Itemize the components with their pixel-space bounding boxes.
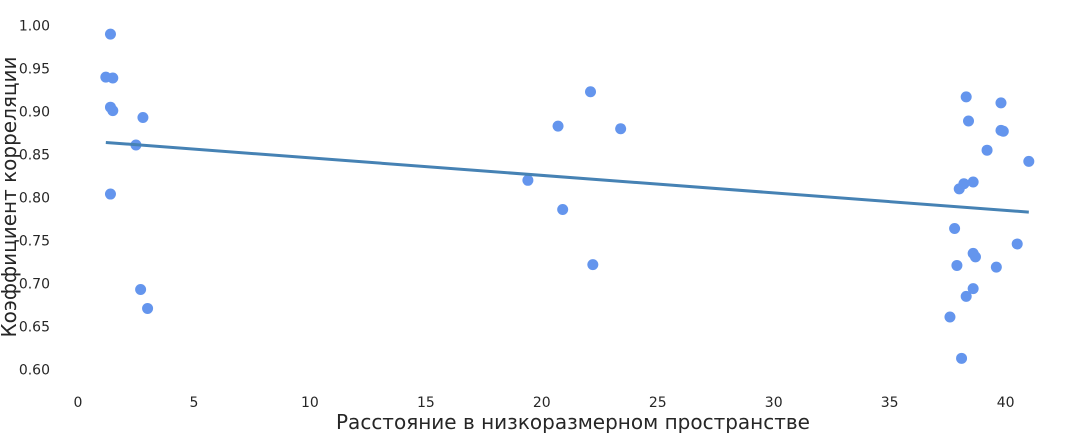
x-axis-label: Расстояние в низкоразмерном пространстве	[336, 410, 810, 433]
data-point	[104, 28, 116, 40]
data-point	[552, 120, 564, 132]
y-tick-label: 0.80	[19, 191, 50, 207]
data-point	[967, 176, 979, 188]
y-tick-label: 0.95	[19, 62, 50, 78]
data-point	[1023, 155, 1035, 167]
data-point	[107, 72, 119, 84]
data-point	[995, 97, 1007, 109]
scatter-points	[100, 28, 1035, 364]
data-point	[522, 174, 534, 186]
y-tick-label: 0.90	[19, 105, 50, 121]
data-point	[958, 178, 970, 190]
x-tick-label: 15	[417, 395, 435, 411]
x-tick-label: 40	[997, 395, 1015, 411]
trend-line	[105, 140, 1029, 214]
x-tick-label: 5	[189, 395, 198, 411]
data-point	[963, 115, 975, 127]
data-point	[135, 284, 147, 296]
y-tick-label: 0.75	[19, 234, 50, 250]
data-point	[981, 144, 993, 156]
y-axis-ticks: 0.60 0.65 0.70 0.75 0.80 0.85 0.90 0.95 1.00	[19, 19, 50, 379]
data-point	[137, 112, 149, 124]
y-tick-label: 0.65	[19, 320, 50, 336]
x-tick-label: 0	[74, 395, 83, 411]
y-tick-label: 0.70	[19, 277, 50, 293]
data-point	[585, 86, 597, 98]
x-tick-label: 20	[533, 395, 551, 411]
data-point	[997, 125, 1009, 137]
data-point	[949, 222, 961, 234]
data-point	[960, 91, 972, 103]
data-point	[969, 251, 981, 263]
data-point	[104, 188, 116, 200]
data-point	[587, 259, 599, 271]
x-tick-label: 10	[301, 395, 319, 411]
y-axis-label: Коэффициент корреляции	[0, 56, 21, 337]
data-point	[990, 261, 1002, 273]
y-tick-label: 0.85	[19, 148, 50, 164]
data-point	[615, 123, 627, 135]
x-tick-label: 35	[881, 395, 899, 411]
data-point	[960, 290, 972, 302]
data-point	[1011, 238, 1023, 250]
data-point	[142, 302, 154, 314]
data-point	[557, 204, 569, 216]
x-tick-label: 25	[649, 395, 667, 411]
y-tick-label: 0.60	[19, 363, 50, 379]
data-point	[107, 105, 119, 117]
x-tick-label: 30	[765, 395, 783, 411]
data-point	[944, 311, 956, 323]
data-point	[967, 283, 979, 295]
data-point	[951, 259, 963, 271]
x-axis-ticks: 0 5 10 15 20 25 30 35 40	[74, 395, 1015, 411]
y-tick-label: 1.00	[19, 19, 50, 35]
data-point	[956, 352, 968, 364]
